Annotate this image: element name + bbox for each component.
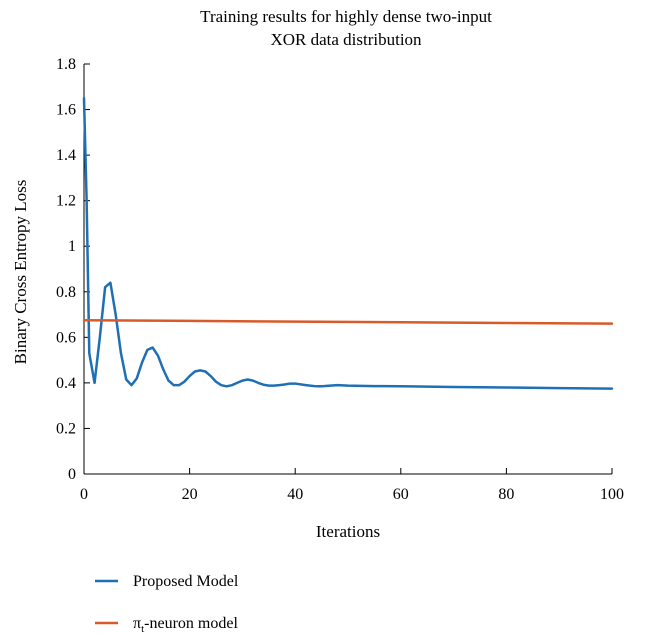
x-tick-label: 60 — [393, 486, 409, 503]
y-axis-label: Binary Cross Entropy Loss — [11, 180, 30, 365]
series-lines — [82, 96, 614, 390]
y-tick-label: 1.4 — [56, 147, 76, 164]
y-tick-label: 1 — [68, 238, 76, 255]
x-tick-label: 20 — [182, 486, 198, 503]
legend-label-rest: -neuron model — [144, 615, 238, 632]
legend: Proposed Model πt-neuron model — [95, 573, 239, 635]
y-tick-label: 0.8 — [56, 284, 76, 301]
x-tick-label: 40 — [287, 486, 303, 503]
x-axis-ticks: 0 20 40 60 80 100 — [80, 468, 624, 503]
y-tick-label: 1.6 — [56, 102, 76, 119]
y-tick-label: 1.2 — [56, 193, 76, 210]
y-tick-label: 0 — [68, 466, 76, 483]
y-tick-label: 0.2 — [56, 420, 76, 437]
x-tick-label: 80 — [498, 486, 514, 503]
axes — [83, 64, 612, 475]
proposed-model-line — [82, 96, 614, 390]
legend-label-proposed-model: Proposed Model — [133, 573, 239, 590]
y-tick-label: 1.8 — [56, 56, 76, 73]
pi-t-neuron-model-line — [82, 319, 614, 325]
legend-label-subscript: t — [141, 623, 144, 635]
chart-title-line-2: XOR data distribution — [270, 30, 422, 49]
chart-title-line-1: Training results for highly dense two-in… — [200, 7, 492, 26]
y-tick-label: 0.6 — [56, 329, 76, 346]
x-axis-label: Iterations — [316, 522, 380, 541]
x-tick-label: 100 — [600, 486, 624, 503]
y-axis-ticks: 0 0.2 0.4 0.6 0.8 1 1.2 1.4 1.6 1.8 — [56, 56, 90, 483]
legend-label-pi: π — [133, 615, 141, 632]
x-tick-label: 0 — [80, 486, 88, 503]
legend-label-pi-t-neuron-model: πt-neuron model — [133, 615, 238, 635]
y-tick-label: 0.4 — [56, 375, 76, 392]
